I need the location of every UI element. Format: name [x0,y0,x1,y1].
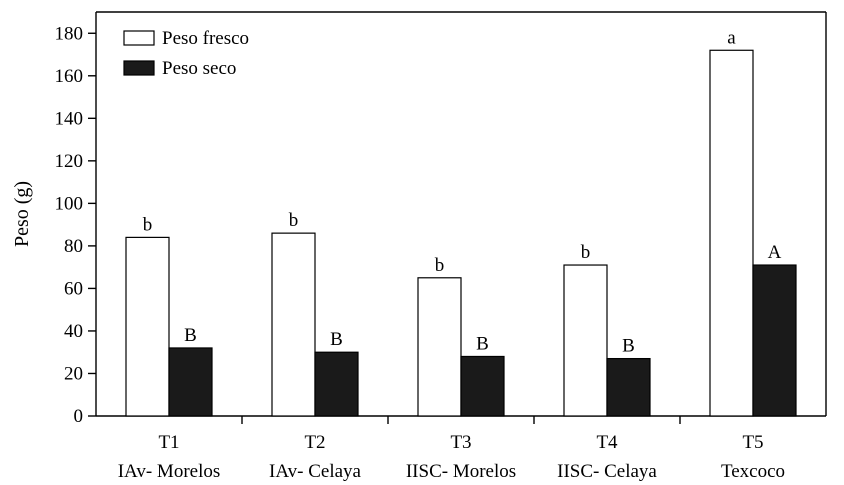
y-tick-label: 40 [64,321,83,342]
significance-label-dry-t4: B [622,336,635,357]
bar-dry-t1 [168,347,213,417]
category-code-t4: T4 [596,432,618,453]
legend-swatch-fresh [123,30,155,46]
category-name-t5: Texcoco [721,461,785,482]
y-tick-label: 0 [74,406,84,427]
category-labels: T1 IAv- Morelos T2 IAv- Celaya T3 IISC- Morel… [118,432,785,482]
category-name-t1: IAv- Morelos [118,461,221,482]
y-tick-label: 120 [55,151,84,172]
significance-label-fresh-t2: b [289,210,299,231]
significance-label-fresh-t5: a [727,27,736,48]
significance-label-dry-t3: B [476,333,489,354]
y-tick-label: 160 [55,66,84,87]
y-axis-ticks: 0 20 40 60 80 100 120 140 160 180 [55,23,96,427]
bar-fresh-t2 [271,232,316,417]
x-axis-ticks [241,416,681,424]
plot-frame [95,11,827,417]
significance-label-dry-t2: B [330,329,343,350]
category-code-t5: T5 [742,432,763,453]
bar-fresh-t4 [563,264,608,417]
significance-label-dry-t5: A [768,242,782,263]
category-code-t1: T1 [158,432,179,453]
legend: Peso fresco Peso seco [123,28,249,79]
legend-label-dry: Peso seco [162,58,236,79]
bar-fresh-t3 [417,277,462,417]
y-tick-label: 180 [55,23,84,44]
significance-labels: b Bb Bb Bb Ba A [143,27,782,356]
category-name-t4: IISC- Celaya [557,461,657,482]
significance-label-fresh-t1: b [143,214,153,235]
category-code-t2: T2 [304,432,325,453]
bar-dry-t3 [460,355,505,417]
y-tick-label: 80 [64,236,83,257]
significance-label-fresh-t3: b [435,255,445,276]
y-tick-label: 60 [64,278,83,299]
y-tick-label: 20 [64,363,83,384]
bar-fresh-t5 [709,49,754,417]
bar-fresh-t1 [125,236,170,417]
y-tick-label: 140 [55,108,84,129]
bar-dry-t4 [606,357,651,417]
bars [125,49,797,417]
bar-dry-t5 [752,264,797,417]
y-axis-title: Peso (g) [11,181,33,247]
legend-swatch-dry [123,60,155,76]
significance-label-dry-t1: B [184,325,197,346]
y-tick-label: 100 [55,193,84,214]
category-code-t3: T3 [450,432,471,453]
category-name-t3: IISC- Morelos [406,461,516,482]
category-name-t2: IAv- Celaya [269,461,362,482]
legend-label-fresh: Peso fresco [162,28,249,49]
significance-label-fresh-t4: b [581,242,591,263]
bar-dry-t2 [314,351,359,417]
